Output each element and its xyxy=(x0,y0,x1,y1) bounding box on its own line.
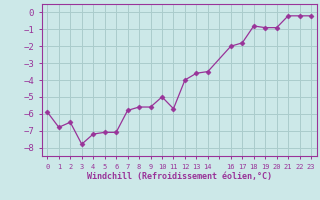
X-axis label: Windchill (Refroidissement éolien,°C): Windchill (Refroidissement éolien,°C) xyxy=(87,172,272,181)
